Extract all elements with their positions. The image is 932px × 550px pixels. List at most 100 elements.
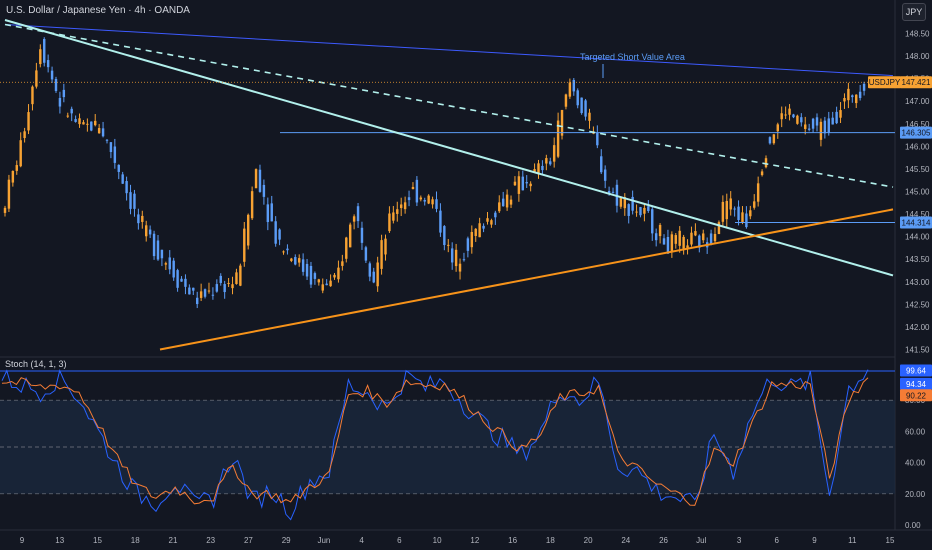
candle-body (31, 86, 34, 105)
candle-body (450, 248, 454, 263)
candle-body (639, 207, 642, 216)
candle-body (643, 207, 646, 214)
stoch-title: Stoch (14, 1, 3) (5, 359, 67, 369)
price-tick-label: 148.00 (905, 52, 930, 61)
candle-body (329, 280, 332, 287)
candle-body (301, 259, 305, 272)
stoch-d-line (1, 377, 869, 506)
candle-body (82, 122, 85, 125)
candle-body (152, 233, 156, 257)
time-tick-label: 29 (282, 536, 291, 545)
candle-body (137, 214, 140, 224)
price-tick-label: 145.00 (905, 188, 930, 197)
candle-body (702, 233, 705, 241)
candle-body (180, 278, 183, 282)
time-tick-label: 16 (508, 536, 517, 545)
level-label-144: 144.314 (902, 218, 931, 227)
candle-body (745, 213, 748, 228)
candle-body (772, 134, 776, 144)
candle-body (345, 237, 348, 259)
candle-body (611, 191, 615, 193)
candle-body (709, 233, 713, 245)
candle-body (286, 248, 289, 251)
candle-body (568, 82, 572, 97)
level-label-146-bg (900, 126, 932, 139)
candle-body (686, 245, 689, 249)
candle-body (266, 204, 270, 223)
candle-body (297, 258, 301, 263)
candle-body (505, 194, 509, 208)
candle-body (384, 238, 387, 255)
candle-body (678, 230, 681, 246)
candle-body (454, 249, 458, 267)
candle-body (227, 282, 230, 284)
candle-body (631, 196, 634, 211)
time-tick-label: 18 (546, 536, 555, 545)
candle-body (627, 204, 630, 216)
candle-body (54, 78, 58, 91)
candle-body (694, 231, 697, 236)
candle-body (203, 289, 207, 297)
candle-body (352, 216, 356, 222)
price-tick-label: 142.50 (905, 300, 930, 309)
upper-resistance-trendline (4, 24, 894, 77)
time-tick-label: 10 (433, 536, 442, 545)
candle-body (847, 88, 850, 101)
candle-body (246, 214, 250, 246)
candle-body (513, 181, 517, 186)
time-tick-label: 15 (93, 536, 102, 545)
candle-body (380, 240, 383, 269)
candle-body (741, 212, 744, 224)
candle-body (498, 202, 501, 212)
candle-body (11, 170, 15, 183)
candle-body (392, 212, 395, 221)
level-label-144-bg (900, 216, 932, 229)
candle-body (682, 236, 685, 249)
candle-body (823, 120, 827, 134)
currency-button[interactable]: JPY (902, 3, 926, 21)
time-tick-label: Jun (317, 536, 330, 545)
price-tick-label: 145.50 (905, 165, 930, 174)
stoch-tick-label: 60.00 (905, 427, 926, 436)
time-tick-label: 15 (886, 536, 895, 545)
candle-body (368, 263, 372, 277)
candle-body (501, 198, 505, 207)
time-tick-label: 24 (621, 536, 630, 545)
candle-body (113, 146, 117, 163)
candle-body (160, 249, 164, 259)
candle-body (635, 211, 638, 213)
time-tick-label: 4 (359, 536, 364, 545)
time-tick-label: 6 (397, 536, 402, 545)
candle-body (78, 118, 81, 125)
stoch-tick-label: 40.00 (905, 459, 926, 468)
candle-body (549, 161, 552, 165)
candle-body (792, 114, 795, 118)
candle-body (372, 271, 375, 283)
candle-body (168, 257, 171, 270)
candle-body (250, 191, 254, 219)
time-tick-label: 21 (169, 536, 178, 545)
candle-body (109, 142, 113, 153)
candle-body (796, 115, 799, 124)
candle-body (517, 176, 521, 194)
last-price-label: 147.421 (902, 78, 931, 87)
price-tick-label: 143.00 (905, 278, 930, 287)
candle-body (35, 70, 38, 87)
price-tick-label: 146.00 (905, 142, 930, 151)
candle-body (145, 225, 148, 237)
candle-body (192, 287, 195, 291)
candle-body (360, 227, 364, 243)
candle-body (855, 94, 858, 104)
candle-body (274, 221, 277, 244)
candle-body (294, 257, 297, 265)
candle-body (858, 91, 862, 99)
candle-body (262, 184, 266, 197)
candle-body (815, 117, 819, 126)
price-tick-label: 144.00 (905, 233, 930, 242)
stoch-value-label-2: 94.34 (906, 380, 927, 389)
candle-body (800, 117, 803, 123)
time-tick-label: 20 (584, 536, 593, 545)
candle-body (733, 208, 736, 210)
candle-body (670, 234, 674, 253)
